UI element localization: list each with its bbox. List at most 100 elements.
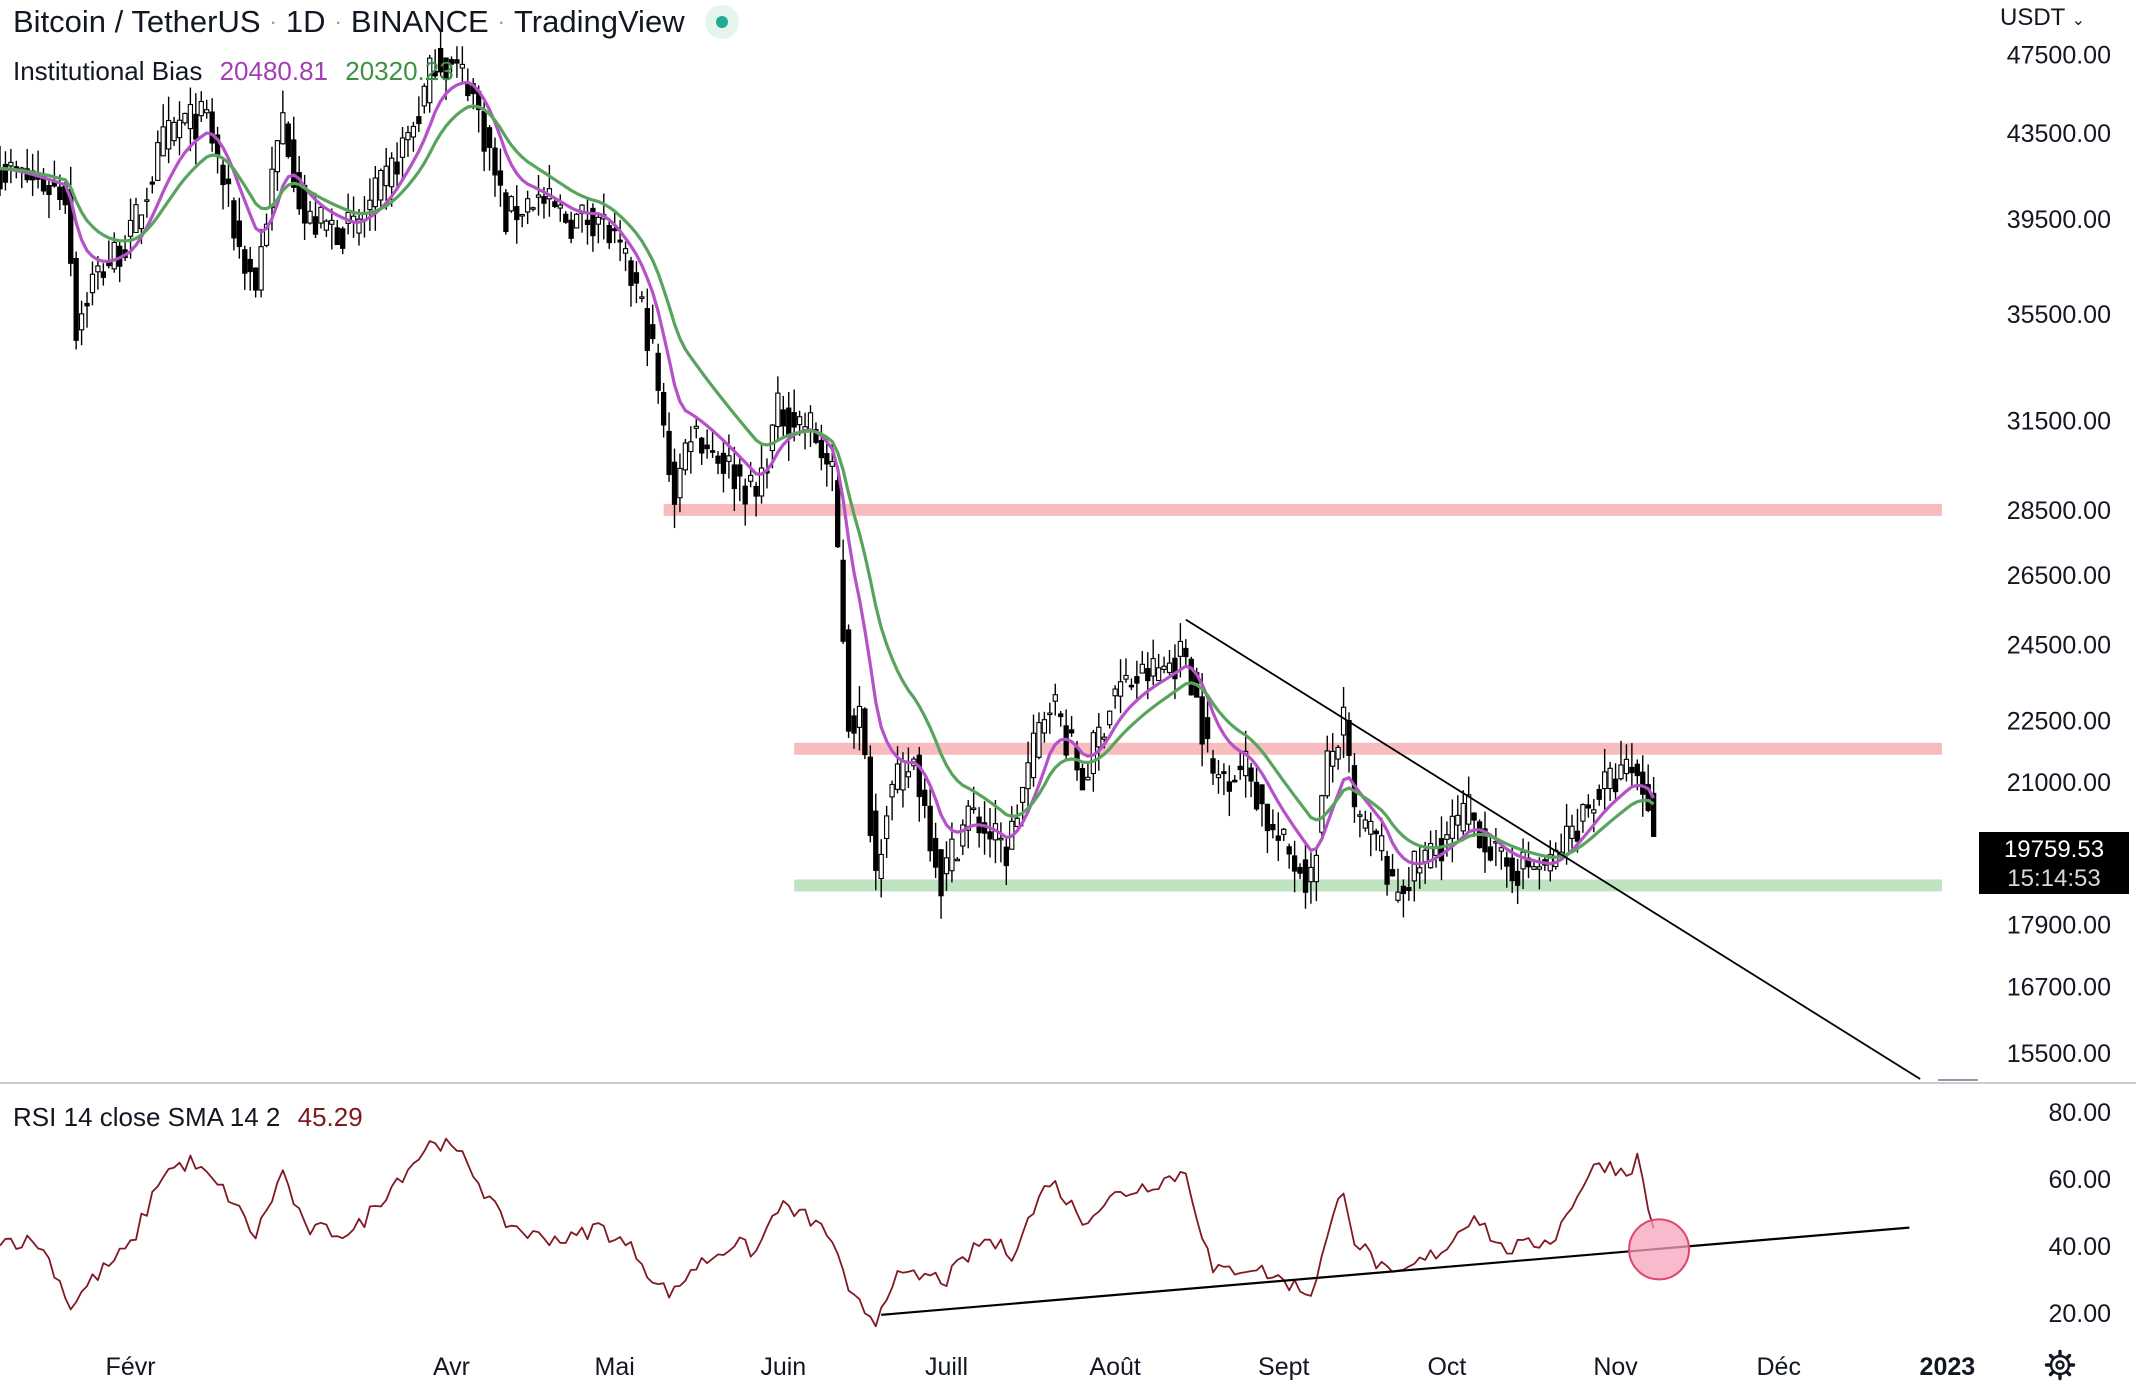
- gear-icon[interactable]: [2044, 1349, 2076, 1381]
- symbol-name[interactable]: Bitcoin / TetherUS: [13, 4, 261, 39]
- rsi-legend[interactable]: RSI 14 close SMA 14 2 45.29: [13, 1102, 373, 1133]
- candle-body: [225, 178, 232, 185]
- candle-body: [432, 70, 438, 77]
- candle-body: [1373, 830, 1379, 835]
- candle-body: [1308, 866, 1314, 883]
- candle-body: [307, 210, 313, 224]
- candle-body: [1368, 820, 1374, 835]
- time-tick-label: Juin: [760, 1353, 806, 1381]
- candle-body: [1210, 758, 1216, 774]
- separator-dot: ·: [497, 9, 505, 34]
- candle-body: [1204, 717, 1211, 740]
- candle-body: [1096, 726, 1102, 748]
- candle-body: [1188, 658, 1194, 696]
- candle-body: [1281, 828, 1287, 835]
- candle-body: [552, 201, 558, 208]
- price-tick-label: 17900.00: [2007, 911, 2111, 939]
- candle-body: [541, 196, 547, 204]
- currency-label: USDT: [2000, 4, 2065, 31]
- candle-body: [334, 227, 340, 246]
- candle-body: [1107, 710, 1113, 726]
- candle-body: [1444, 834, 1450, 840]
- candle-body: [758, 467, 765, 497]
- candle-body: [818, 439, 825, 459]
- indicator-legend[interactable]: Institutional Bias 20480.81 20320.23: [13, 56, 464, 87]
- candle-body: [617, 239, 623, 243]
- candle-body: [383, 165, 389, 187]
- candle-body: [943, 857, 950, 875]
- candle-body: [1629, 766, 1635, 774]
- candle-body: [1422, 849, 1428, 863]
- candle-body: [1466, 794, 1472, 825]
- candle-body: [1460, 802, 1466, 832]
- candle-body: [862, 708, 868, 756]
- candle-body: [568, 219, 574, 239]
- candle-body: [535, 194, 542, 198]
- candle-body: [1036, 722, 1042, 758]
- candle-body: [1623, 758, 1630, 775]
- candle-body: [1003, 846, 1009, 867]
- candle-body: [1417, 867, 1423, 874]
- candles-layer: [0, 31, 1657, 919]
- candle-body: [590, 207, 596, 237]
- candle-body: [922, 789, 928, 806]
- candle-body: [1504, 857, 1510, 867]
- candle-body: [1259, 784, 1265, 805]
- zones-layer: [663, 503, 1942, 892]
- candle-body: [84, 302, 90, 307]
- candle-body: [780, 409, 786, 427]
- candle-body: [193, 113, 199, 140]
- candle-body: [1145, 668, 1151, 682]
- ema-slow-line: [0, 104, 1655, 859]
- candle-body: [1134, 676, 1140, 684]
- candle-body: [1177, 640, 1184, 657]
- price-tick-label: 22500.00: [2007, 708, 2111, 736]
- candle-body: [1275, 835, 1281, 841]
- candle-body: [465, 83, 471, 97]
- trendline-layer: [1185, 618, 1921, 1080]
- candle-body: [894, 763, 901, 790]
- interval-label[interactable]: 1D: [285, 4, 326, 39]
- candle-body: [666, 430, 672, 476]
- candle-body: [171, 121, 177, 142]
- candle-body: [296, 172, 302, 210]
- candle-body: [1058, 713, 1064, 718]
- candle-body: [606, 224, 612, 244]
- candle-body: [1199, 696, 1205, 745]
- candle-body: [932, 837, 939, 868]
- candle-body: [269, 168, 275, 209]
- candle-body: [796, 416, 803, 426]
- candle-body: [236, 220, 242, 248]
- candle-body: [1591, 809, 1597, 814]
- candle-body: [258, 246, 264, 291]
- candle-body: [1166, 662, 1173, 673]
- candle-body: [356, 218, 362, 234]
- candle-body: [1563, 825, 1570, 856]
- candle-body: [89, 273, 96, 294]
- separator-dot: ·: [269, 9, 277, 34]
- candle-body: [786, 407, 792, 437]
- candle-body: [927, 805, 933, 852]
- time-tick-label: Févr: [106, 1353, 156, 1381]
- candle-body: [1041, 719, 1048, 734]
- rsi-tick-label: 80.00: [2048, 1099, 2111, 1127]
- candle-body: [1378, 835, 1385, 852]
- candle-body: [1471, 812, 1477, 821]
- candle-body: [486, 127, 493, 148]
- candle-body: [1221, 771, 1227, 775]
- candle-body: [1330, 750, 1336, 767]
- candle-body: [1150, 658, 1156, 677]
- candle-body: [1232, 779, 1238, 783]
- candle-body: [111, 241, 117, 270]
- separator-dot: ·: [334, 9, 342, 34]
- currency-button[interactable]: USDT ⌄: [2000, 4, 2085, 32]
- candle-body: [73, 258, 79, 341]
- candle-body: [693, 425, 699, 429]
- candle-body: [998, 837, 1004, 841]
- candle-body: [448, 59, 455, 65]
- candle-body: [280, 112, 286, 145]
- ema-fast-line: [0, 80, 1655, 866]
- rsi-highlight-marker: [1628, 1218, 1691, 1281]
